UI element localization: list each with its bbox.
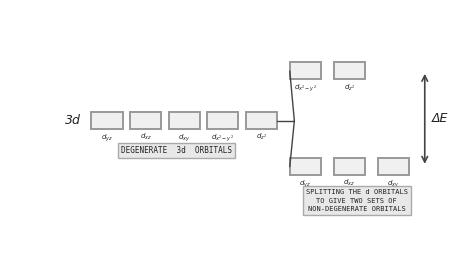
Text: 3d: 3d bbox=[64, 114, 81, 127]
Text: ΔE: ΔE bbox=[432, 112, 448, 125]
Bar bbox=[130, 112, 161, 129]
Text: $d_{z^2}$: $d_{z^2}$ bbox=[344, 82, 355, 93]
Bar bbox=[91, 112, 123, 129]
Text: $d_{xy}$: $d_{xy}$ bbox=[178, 132, 190, 144]
Text: $d_{yz}$: $d_{yz}$ bbox=[101, 132, 113, 144]
Text: $d_{x^2-y^2}$: $d_{x^2-y^2}$ bbox=[294, 82, 317, 94]
Bar bbox=[290, 62, 321, 80]
Text: DEGENERATE  3d  ORBITALS: DEGENERATE 3d ORBITALS bbox=[121, 146, 232, 155]
Text: $d_{yz}$: $d_{yz}$ bbox=[300, 178, 311, 190]
Text: $d_{xy}$: $d_{xy}$ bbox=[387, 178, 400, 190]
Text: $d_{x^2-y^2}$: $d_{x^2-y^2}$ bbox=[211, 132, 234, 144]
Bar bbox=[378, 158, 409, 175]
Text: $d_{z^2}$: $d_{z^2}$ bbox=[256, 132, 267, 142]
Bar bbox=[290, 158, 321, 175]
Bar bbox=[207, 112, 238, 129]
Text: $d_{xz}$: $d_{xz}$ bbox=[344, 178, 356, 188]
Text: $d_{xz}$: $d_{xz}$ bbox=[139, 132, 152, 142]
Bar bbox=[334, 158, 365, 175]
Bar bbox=[246, 112, 277, 129]
Bar bbox=[169, 112, 200, 129]
Bar bbox=[334, 62, 365, 80]
Text: SPLITTING THE d ORBITALS
TO GIVE TWO SETS OF
NON-DEGENERATE ORBITALS: SPLITTING THE d ORBITALS TO GIVE TWO SET… bbox=[306, 189, 408, 212]
